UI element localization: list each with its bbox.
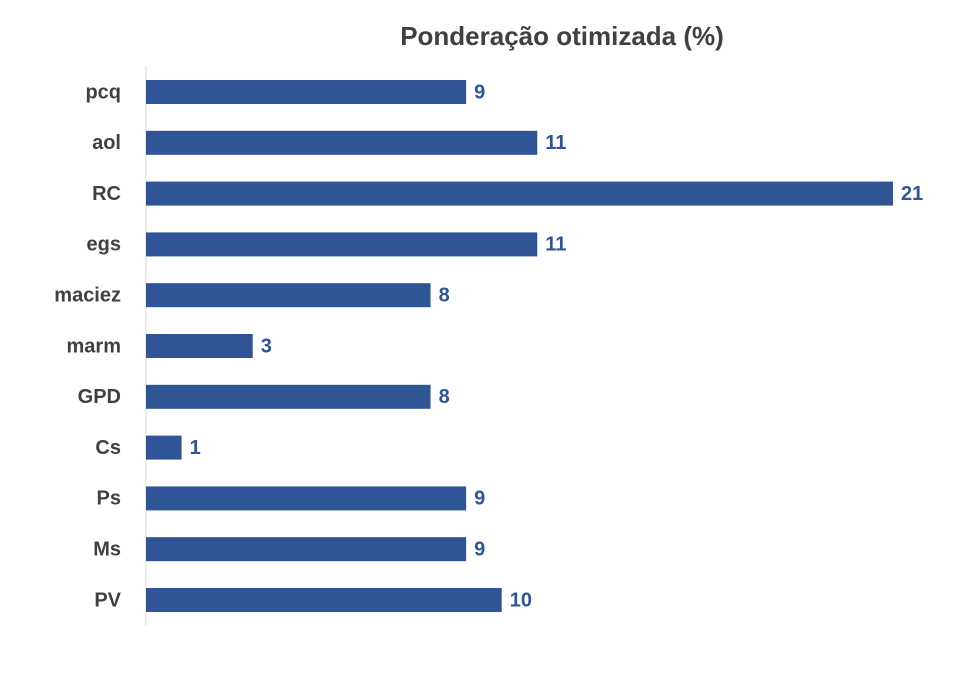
value-label: 11 bbox=[545, 234, 566, 256]
value-label: 9 bbox=[474, 488, 485, 510]
category-label: egs bbox=[87, 234, 121, 256]
value-label: 10 bbox=[510, 589, 532, 611]
category-label: marm bbox=[67, 335, 121, 357]
value-label: 1 bbox=[190, 437, 201, 459]
category-label: Cs bbox=[95, 437, 121, 459]
bar bbox=[146, 232, 538, 257]
bar bbox=[146, 588, 502, 612]
bar bbox=[146, 435, 182, 460]
category-label: PV bbox=[94, 589, 121, 611]
bar bbox=[146, 486, 467, 511]
value-label: 9 bbox=[474, 81, 485, 103]
category-label: Ms bbox=[93, 538, 121, 560]
bar bbox=[146, 384, 431, 409]
category-label: Ps bbox=[97, 488, 121, 510]
value-label: 8 bbox=[439, 386, 450, 408]
bar bbox=[146, 334, 253, 358]
bar bbox=[146, 80, 467, 104]
category-label: RC bbox=[92, 183, 121, 205]
value-label: 3 bbox=[261, 335, 272, 357]
value-label: 8 bbox=[439, 284, 450, 306]
category-label: GPD bbox=[78, 386, 121, 408]
value-label: 21 bbox=[901, 183, 923, 205]
category-label: maciez bbox=[54, 284, 121, 306]
bar bbox=[146, 537, 467, 562]
category-label: aol bbox=[92, 132, 121, 154]
bar bbox=[146, 130, 538, 155]
bar bbox=[146, 181, 893, 206]
bar bbox=[146, 283, 431, 308]
chart-title: Ponderação otimizada (%) bbox=[400, 21, 724, 51]
value-label: 9 bbox=[474, 538, 485, 560]
value-label: 11 bbox=[545, 132, 566, 154]
category-label: pcq bbox=[85, 81, 121, 103]
